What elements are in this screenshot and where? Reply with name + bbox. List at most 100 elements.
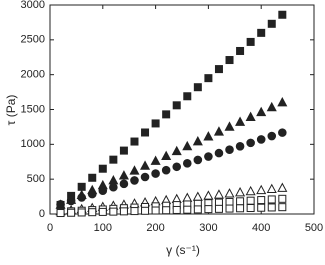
point bbox=[118, 170, 129, 180]
point bbox=[119, 146, 128, 155]
point bbox=[224, 121, 235, 131]
point bbox=[98, 207, 107, 216]
point bbox=[225, 56, 234, 65]
point bbox=[140, 160, 151, 170]
point bbox=[225, 204, 234, 213]
point bbox=[77, 182, 86, 191]
point bbox=[245, 185, 256, 196]
point bbox=[213, 126, 224, 136]
point bbox=[246, 37, 255, 46]
point bbox=[172, 205, 181, 214]
point bbox=[193, 155, 203, 165]
point bbox=[246, 196, 255, 205]
x-tick-label: 400 bbox=[252, 222, 270, 234]
point bbox=[204, 74, 213, 83]
point bbox=[266, 183, 277, 193]
y-tick-label: 2500 bbox=[21, 34, 45, 46]
point bbox=[192, 135, 203, 146]
point bbox=[277, 96, 288, 107]
point bbox=[88, 173, 97, 182]
point bbox=[77, 208, 86, 217]
point bbox=[151, 206, 160, 215]
point bbox=[182, 159, 192, 168]
point bbox=[141, 128, 150, 137]
point bbox=[235, 186, 246, 197]
point bbox=[161, 150, 172, 160]
point bbox=[246, 204, 255, 213]
point bbox=[278, 194, 287, 203]
point bbox=[108, 175, 119, 185]
point bbox=[98, 186, 108, 195]
point bbox=[225, 145, 234, 154]
point bbox=[267, 203, 276, 212]
point bbox=[67, 208, 76, 217]
point bbox=[214, 65, 223, 74]
point bbox=[130, 207, 139, 216]
point bbox=[162, 206, 171, 215]
point bbox=[192, 191, 203, 201]
point bbox=[257, 203, 266, 212]
x-tick-label: 300 bbox=[199, 222, 217, 234]
point bbox=[213, 189, 224, 199]
point bbox=[109, 155, 118, 164]
point bbox=[267, 195, 276, 204]
point bbox=[172, 162, 182, 172]
point bbox=[119, 179, 129, 189]
point bbox=[66, 196, 76, 206]
y-tick-label: 500 bbox=[27, 173, 45, 185]
point bbox=[77, 193, 86, 202]
point bbox=[256, 135, 266, 144]
point bbox=[129, 165, 140, 175]
point bbox=[203, 190, 214, 200]
point bbox=[151, 169, 160, 178]
point bbox=[130, 137, 139, 146]
point bbox=[130, 176, 139, 185]
point bbox=[193, 205, 202, 214]
point bbox=[150, 155, 161, 165]
point bbox=[267, 19, 276, 28]
point bbox=[256, 106, 267, 117]
point bbox=[183, 92, 192, 101]
point bbox=[162, 110, 171, 119]
point bbox=[257, 28, 266, 37]
point bbox=[235, 116, 246, 126]
point bbox=[204, 152, 213, 161]
point bbox=[172, 101, 181, 110]
point bbox=[204, 205, 213, 214]
point bbox=[235, 141, 245, 151]
point bbox=[278, 10, 287, 19]
point bbox=[224, 188, 235, 198]
point bbox=[161, 165, 171, 175]
y-tick-label: 1000 bbox=[21, 138, 45, 150]
y-tick-label: 3000 bbox=[21, 0, 45, 11]
point bbox=[151, 119, 160, 128]
point bbox=[278, 128, 287, 137]
point bbox=[56, 209, 65, 218]
point bbox=[203, 131, 214, 141]
point bbox=[214, 204, 223, 213]
x-tick-label: 200 bbox=[146, 222, 164, 234]
point bbox=[182, 192, 193, 202]
point bbox=[193, 83, 202, 92]
y-tick-label: 2000 bbox=[21, 69, 45, 81]
x-tick-label: 0 bbox=[47, 222, 53, 234]
point bbox=[257, 196, 266, 205]
point bbox=[109, 207, 118, 216]
y-tick-label: 0 bbox=[39, 208, 45, 220]
point bbox=[98, 164, 107, 173]
x-tick-label: 500 bbox=[305, 222, 323, 234]
point bbox=[278, 203, 287, 212]
x-axis-label: γ (s⁻¹) bbox=[166, 243, 200, 257]
point bbox=[256, 184, 267, 195]
point bbox=[140, 172, 150, 182]
y-tick-label: 1500 bbox=[21, 103, 45, 115]
y-axis-label: τ (Pa) bbox=[4, 95, 18, 126]
point bbox=[183, 205, 192, 214]
point bbox=[266, 101, 277, 112]
x-tick-label: 100 bbox=[94, 222, 112, 234]
point bbox=[119, 207, 128, 216]
point bbox=[236, 197, 245, 206]
point bbox=[267, 131, 277, 141]
